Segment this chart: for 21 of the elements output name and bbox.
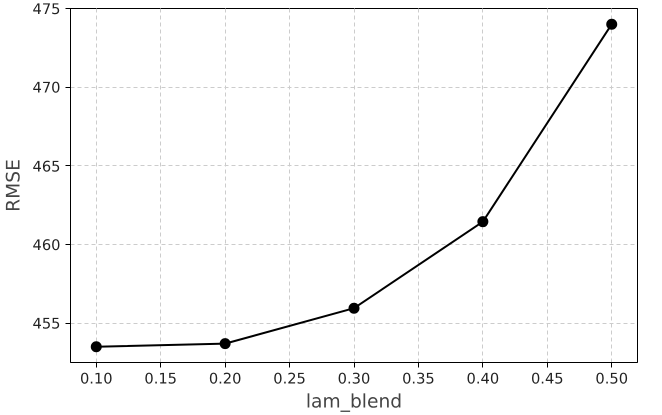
y-tick-label: 465 [32,158,61,176]
x-tick-label: 0.40 [466,370,500,388]
point [477,216,488,228]
x-tick-label: 0.30 [338,370,370,388]
x-axis-title: lam_blend [306,392,402,412]
x-tick-label: 0.45 [530,370,564,388]
y-tick-label: 460 [32,237,61,254]
x-tick-label: 0.50 [595,370,628,388]
x-tick-label: 0.25 [273,370,306,388]
x-tick-label: 0.15 [144,370,178,388]
y-tick-label: 470 [32,80,61,97]
y-tick-label: 475 [32,1,61,18]
point [348,302,360,314]
y-tick-label: 455 [32,316,61,333]
point [90,341,102,352]
x-tick-label: 0.20 [208,370,242,388]
point [220,338,231,350]
point [606,18,618,30]
x-tick-label: 0.10 [80,370,113,388]
x-tick-label: 0.35 [402,370,435,388]
y-axis-title: RMSE [4,159,25,212]
